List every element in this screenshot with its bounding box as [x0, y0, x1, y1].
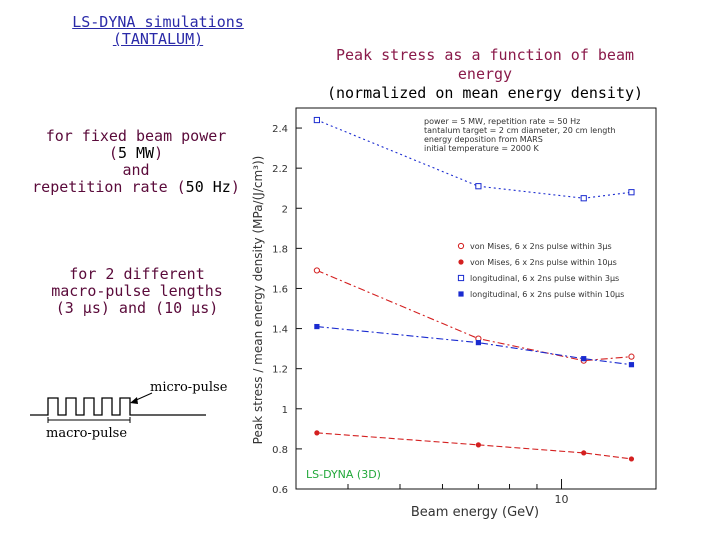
- data-point: [313, 267, 320, 274]
- data-point: [628, 189, 635, 196]
- micro-pulse-label: micro-pulse: [150, 380, 228, 395]
- y-tick-label: 1.8: [272, 244, 288, 255]
- macro-pulse-note: for 2 different macro-pulse lengths (3 μ…: [40, 266, 234, 317]
- y-tick-label: 0.6: [272, 485, 288, 496]
- legend-marker: [458, 291, 464, 297]
- legend-label: von Mises, 6 x 2ns pulse within 10μs: [470, 258, 617, 267]
- data-point: [475, 340, 482, 346]
- beam-power-note-line3: and: [122, 161, 150, 179]
- pulse-train: [30, 397, 206, 416]
- simulation-title-line1: LS-DYNA simulations: [72, 13, 244, 31]
- y-tick-label: 1: [282, 405, 288, 416]
- legend-label: longitudinal, 6 x 2ns pulse within 10μs: [470, 290, 624, 299]
- macro-pulse-label: macro-pulse: [46, 426, 128, 441]
- y-axis-label: Peak stress / mean energy density (MPa/(…: [251, 156, 265, 445]
- watermark-label: LS-DYNA (3D): [306, 468, 381, 481]
- series-2: [314, 430, 635, 462]
- beam-power-value: 5 MW: [117, 144, 155, 162]
- micro-pulse-arrowhead: [130, 397, 138, 404]
- legend-marker: [457, 242, 465, 250]
- y-tick-label: 0.8: [272, 445, 288, 456]
- data-series: [313, 116, 635, 462]
- y-tick-label: 2.4: [272, 124, 288, 135]
- legend: von Mises, 6 x 2ns pulse within 3μs von M…: [457, 242, 624, 299]
- data-point: [314, 323, 320, 330]
- data-point: [628, 362, 635, 368]
- plot-frame: [295, 107, 657, 490]
- info-line: tantalum target = 2 cm diameter, 20 cm l…: [424, 126, 616, 135]
- series-line: [316, 269, 632, 362]
- chart-heading-line1: Peak stress as a function of beam: [335, 46, 634, 64]
- x-tick-label: 10: [555, 493, 569, 506]
- beam-power-note: for fixed beam power (5 MW) and repetiti…: [26, 128, 246, 196]
- simulation-title: LS-DYNA simulations (TANTALUM): [52, 14, 264, 48]
- data-point: [313, 116, 320, 124]
- y-tick-label: 1.4: [272, 325, 288, 336]
- legend-marker: [457, 274, 465, 282]
- info-line: initial temperature = 2000 K: [424, 144, 540, 153]
- simulation-title-line2: (TANTALUM): [112, 30, 204, 48]
- data-point: [314, 430, 320, 436]
- series-4: [314, 323, 635, 368]
- x-axis-label: Beam energy (GeV): [411, 505, 539, 520]
- series-3: [313, 116, 635, 202]
- macro-pulse-note-line1: for 2 different: [69, 265, 205, 283]
- info-box: power = 5 MW, repetition rate = 50 Hztan…: [424, 117, 616, 153]
- data-point: [628, 456, 635, 462]
- data-point: [581, 450, 587, 456]
- macro-pulse-note-line2: macro-pulse lengths: [51, 282, 223, 300]
- beam-power-note-line1: for fixed beam power: [45, 127, 227, 145]
- pulse-diagram: [30, 392, 206, 423]
- y-tick-label: 1.2: [272, 365, 288, 376]
- info-line: energy deposition from MARS: [424, 135, 543, 144]
- legend-label: von Mises, 6 x 2ns pulse within 3μs: [470, 242, 612, 251]
- macro-pulse-note-line3: (3 μs) and (10 μs): [55, 299, 219, 317]
- y-tick-label: 2.2: [272, 164, 288, 175]
- y-ticks: 0.6 0.8 1 1.2 1.4 1.6 1.8 2 2.2 2.4: [272, 124, 302, 496]
- series-line: [316, 326, 632, 366]
- info-line: power = 5 MW, repetition rate = 50 Hz: [424, 117, 580, 126]
- data-point: [475, 442, 482, 448]
- chart-heading-line2: energy: [457, 65, 513, 83]
- y-tick-label: 2: [282, 204, 288, 215]
- chart-heading-line3: (normalized on mean energy density): [326, 84, 644, 102]
- repetition-rate-value: 50 Hz: [185, 178, 231, 196]
- chart-heading: Peak stress as a function of beam energy…: [320, 46, 650, 103]
- y-tick-label: 1.6: [272, 284, 288, 295]
- data-point: [580, 195, 587, 202]
- x-ticks: 10: [347, 479, 569, 506]
- beam-power-note-line2: (5 MW): [108, 144, 164, 162]
- beam-power-note-line4: repetition rate (50 Hz): [32, 178, 240, 196]
- series-line: [316, 432, 632, 460]
- data-point: [628, 353, 635, 360]
- data-point: [475, 183, 482, 190]
- legend-marker: [458, 259, 464, 265]
- legend-label: longitudinal, 6 x 2ns pulse within 3μs: [470, 274, 619, 283]
- data-point: [581, 356, 587, 362]
